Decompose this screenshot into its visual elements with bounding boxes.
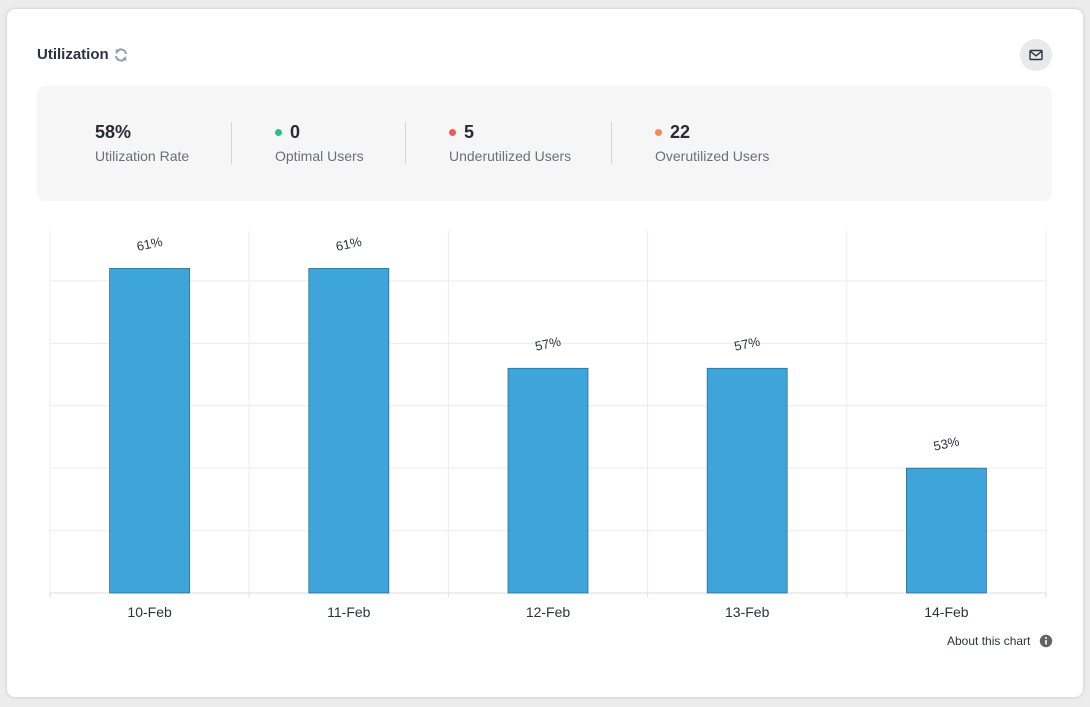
stats-panel: 58% Utilization Rate 0 Optimal Users 5 U… [37,86,1052,201]
stat-value: 0 [275,120,364,144]
status-dot [275,128,282,136]
stat-divider [231,122,232,164]
stat-value: 22 [655,120,769,144]
stat-label: Underutilized Users [449,148,572,164]
stat-value: 5 [449,120,571,144]
bar [507,367,589,594]
x-tick-label: 12-Feb [526,604,571,620]
bar [109,268,190,594]
mail-icon [1029,49,1043,61]
utilization-bar-chart: 61% 10-Feb 61% 11-Feb 57% 12-Feb 57% 13-Feb 53% 1… [49,231,1047,620]
stat-label: Utilization Rate [95,148,190,164]
x-tick-label: 13-Feb [725,604,770,620]
stat-label: Optimal Users [275,148,364,164]
stat-optimal-users: 0 Optimal Users [275,120,364,164]
stat-overutilized-users: 22 Overutilized Users [655,120,769,164]
card-title: Utilization [37,46,109,63]
info-icon[interactable] [1039,634,1053,648]
stat-divider [405,122,406,164]
stat-utilization-rate: 58% Utilization Rate [95,120,190,165]
stat-value: 58% [95,121,132,142]
utilization-card: Utilization 58% Utilization Rate 0 Optim… [7,9,1083,697]
email-button[interactable] [1020,39,1052,71]
data-label: 53% [932,434,961,454]
data-label: 61% [135,234,164,254]
x-tick-label: 14-Feb [924,604,969,620]
stat-underutilized-users: 5 Underutilized Users [449,120,571,164]
data-label: 57% [534,334,563,354]
about-chart-link[interactable]: About this chart [947,634,1031,648]
status-dot [655,128,662,136]
bar [308,268,390,594]
status-dot [449,128,456,136]
x-tick-label: 11-Feb [327,604,371,620]
refresh-icon[interactable] [113,47,129,63]
x-tick-label: 10-Feb [127,604,172,620]
data-label: 61% [334,234,363,254]
bar [906,467,987,594]
bar [706,367,788,594]
data-label: 57% [733,334,762,354]
stat-label: Overutilized Users [655,148,770,164]
stat-divider [611,122,612,164]
